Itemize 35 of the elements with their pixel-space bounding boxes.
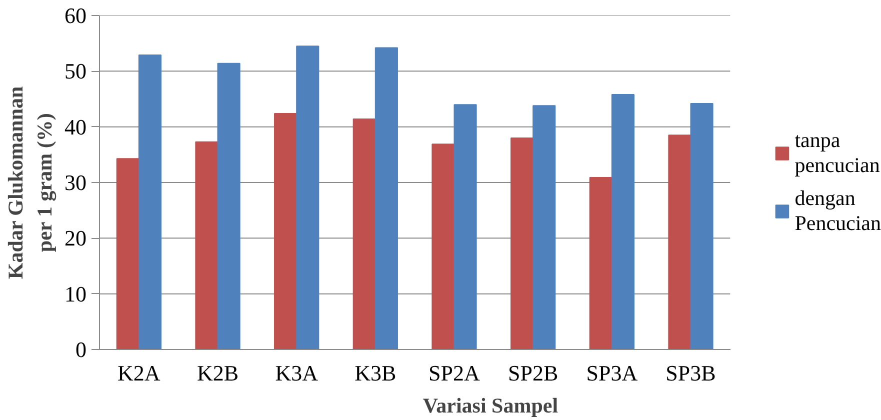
y-tick-label: 60	[64, 3, 86, 28]
x-tick-label: SP3A	[586, 360, 638, 386]
y-tick-label: 0	[76, 337, 86, 362]
x-tick-label: K2A	[118, 360, 160, 386]
bar	[374, 47, 398, 350]
x-tick-label: K2B	[196, 360, 239, 386]
y-tick-label: 20	[64, 226, 86, 251]
y-tick-label: 40	[64, 114, 86, 140]
x-tick-label: SP2B	[508, 360, 558, 386]
bar	[510, 137, 534, 350]
x-tick-label: K3B	[354, 360, 396, 386]
bar	[195, 141, 218, 350]
x-tick-label: SP2A	[428, 360, 480, 386]
bar	[589, 176, 612, 350]
x-tick-label: K3A	[275, 360, 318, 386]
bar	[668, 134, 692, 350]
y-tick-label: 50	[64, 58, 86, 84]
bar	[217, 62, 240, 350]
bar	[690, 102, 714, 350]
x-tick-label: SP3B	[666, 360, 716, 386]
bar	[138, 54, 162, 350]
bar	[532, 105, 556, 350]
bar	[432, 144, 455, 350]
y-axis-title: Kadar Glukomannan per 1 gram (%)	[4, 86, 56, 280]
y-tick-label: 10	[64, 281, 86, 306]
legend-label: tanpa pencucian	[794, 128, 880, 178]
bar	[611, 94, 634, 350]
bar	[274, 112, 298, 350]
bar	[454, 104, 477, 350]
legend-label: dengan Pencucian	[794, 186, 881, 236]
bar	[296, 46, 320, 350]
y-tick-label: 30	[64, 170, 86, 195]
bar	[352, 118, 376, 350]
x-axis-title: Variasi Sampel	[422, 394, 558, 418]
bar	[116, 158, 140, 350]
